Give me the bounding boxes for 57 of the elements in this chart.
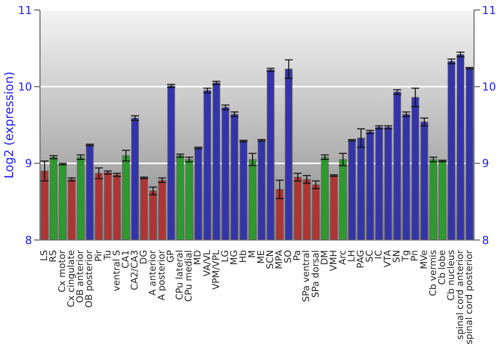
x-tick-label: OB anterior [75, 250, 86, 303]
x-tick-label: Cb lobe [436, 250, 448, 285]
x-tick-label: Tu [102, 250, 114, 262]
x-tick-label: LG [220, 250, 231, 262]
x-tick-label: SO [283, 250, 294, 264]
x-tick-label: Pir [93, 250, 104, 262]
x-tick-label: A posterior [156, 250, 168, 300]
x-tick-label: Cx cingulate [66, 250, 78, 308]
x-tick-label: MD [192, 250, 204, 266]
x-tick-label: Pa [292, 250, 304, 261]
x-tick-label: VMH [328, 250, 340, 272]
x-tick-label: ME [256, 250, 268, 264]
x-tick-label: Arc [337, 250, 348, 265]
y-tick-label: 11 [18, 4, 32, 17]
x-tick-label: MPA [274, 249, 286, 270]
x-tick-label: spinal cord posterior [464, 250, 475, 344]
x-tick-label: Hb [238, 250, 249, 263]
x-tick-label: Pn [410, 250, 421, 262]
x-tick-label: Cx motor [57, 250, 68, 292]
x-tick-label: SN [392, 250, 403, 263]
x-tick-label: DG [138, 250, 150, 264]
y-tick-label: 8 [25, 234, 32, 247]
x-tick-label: SPa ventral [301, 250, 312, 302]
x-tick-label: LH [346, 250, 358, 262]
y2-tick-label: 8 [482, 234, 489, 247]
x-tick-label: CA2/CA3 [129, 250, 140, 290]
x-tick-label: VA/VL [202, 249, 213, 276]
x-tick-label: PAG [355, 250, 366, 268]
y-axis-title: Log2 (expression) [2, 72, 16, 178]
x-tick-label: A anterior [148, 250, 159, 296]
x-tick-label: CPu medial [184, 250, 195, 302]
y-tick-label: 10 [18, 80, 32, 94]
x-tick-label: Cb vermis [428, 250, 439, 296]
x-tick-label: RS [48, 250, 60, 262]
x-tick-label: VTA [382, 249, 394, 268]
x-tick-label: Tg [400, 250, 412, 262]
y-tick-label: 9 [25, 157, 32, 170]
x-tick-label: SPa dorsal [310, 250, 322, 298]
y2-tick-label: 10 [482, 80, 496, 94]
x-tick-label: GP [166, 250, 177, 263]
x-tick-label: CA1 [120, 250, 132, 269]
x-tick-label: LS [39, 250, 50, 261]
x-tick-label: MG [228, 250, 240, 266]
x-tick-label: MVe [418, 250, 430, 270]
x-tick-label: DM [319, 250, 330, 266]
y2-tick-label: 11 [482, 4, 496, 17]
x-tick-label: IC [374, 250, 385, 260]
x-tick-label: M [246, 250, 258, 258]
x-tick-label: OB posterior [84, 250, 96, 308]
x-tick-label: CPu lateral [174, 250, 186, 300]
x-tick-label: spinal cord anterior [454, 250, 466, 340]
y2-tick-label: 9 [482, 157, 489, 170]
x-tick-label: ventral S [111, 250, 122, 292]
x-tick-label: VPM/VPL [210, 249, 222, 290]
x-tick-label: SCN [265, 250, 276, 270]
x-tick-label: SC [364, 250, 376, 262]
x-tick-label: Cb nucleus [446, 250, 457, 301]
